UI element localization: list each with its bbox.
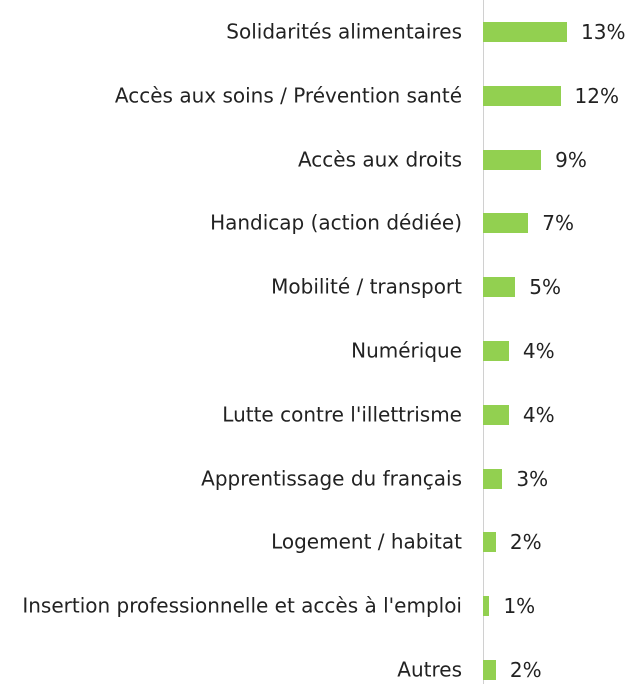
category-label: Logement / habitat: [271, 529, 462, 554]
value-label: 2%: [509, 530, 542, 555]
bar: [483, 341, 509, 361]
bar: [483, 660, 496, 680]
category-label: Apprentissage du français: [201, 466, 462, 491]
category-label: Handicap (action dédiée): [210, 210, 462, 235]
category-label: Autres: [397, 657, 462, 682]
bar: [483, 532, 496, 553]
bar: [483, 468, 503, 489]
bar: [483, 149, 542, 170]
value-label: 5%: [529, 275, 562, 300]
value-label: 4%: [522, 402, 555, 427]
bar: [483, 22, 567, 42]
value-label: 1%: [503, 594, 536, 619]
bar: [483, 277, 516, 298]
value-label: 12%: [574, 83, 619, 108]
bar: [483, 596, 490, 617]
value-label: 2%: [509, 658, 542, 682]
bar: [483, 404, 509, 425]
category-label: Accès aux soins / Prévention santé: [114, 83, 462, 108]
value-label: 3%: [516, 466, 549, 491]
value-label: 7%: [542, 211, 574, 236]
value-label: 4%: [522, 339, 555, 363]
category-label: Solidarités alimentaires: [226, 19, 462, 44]
category-label: Numérique: [351, 338, 462, 363]
category-label: Mobilité / transport: [271, 274, 462, 299]
bar: [483, 213, 529, 234]
category-label: Insertion professionnelle et accès à l'e…: [22, 593, 462, 618]
value-label: 9%: [555, 147, 587, 172]
value-label: 13%: [581, 20, 626, 44]
category-label: Lutte contre l'illettrisme: [222, 402, 462, 427]
bar: [483, 85, 561, 106]
category-label: Accès aux droits: [297, 147, 462, 172]
